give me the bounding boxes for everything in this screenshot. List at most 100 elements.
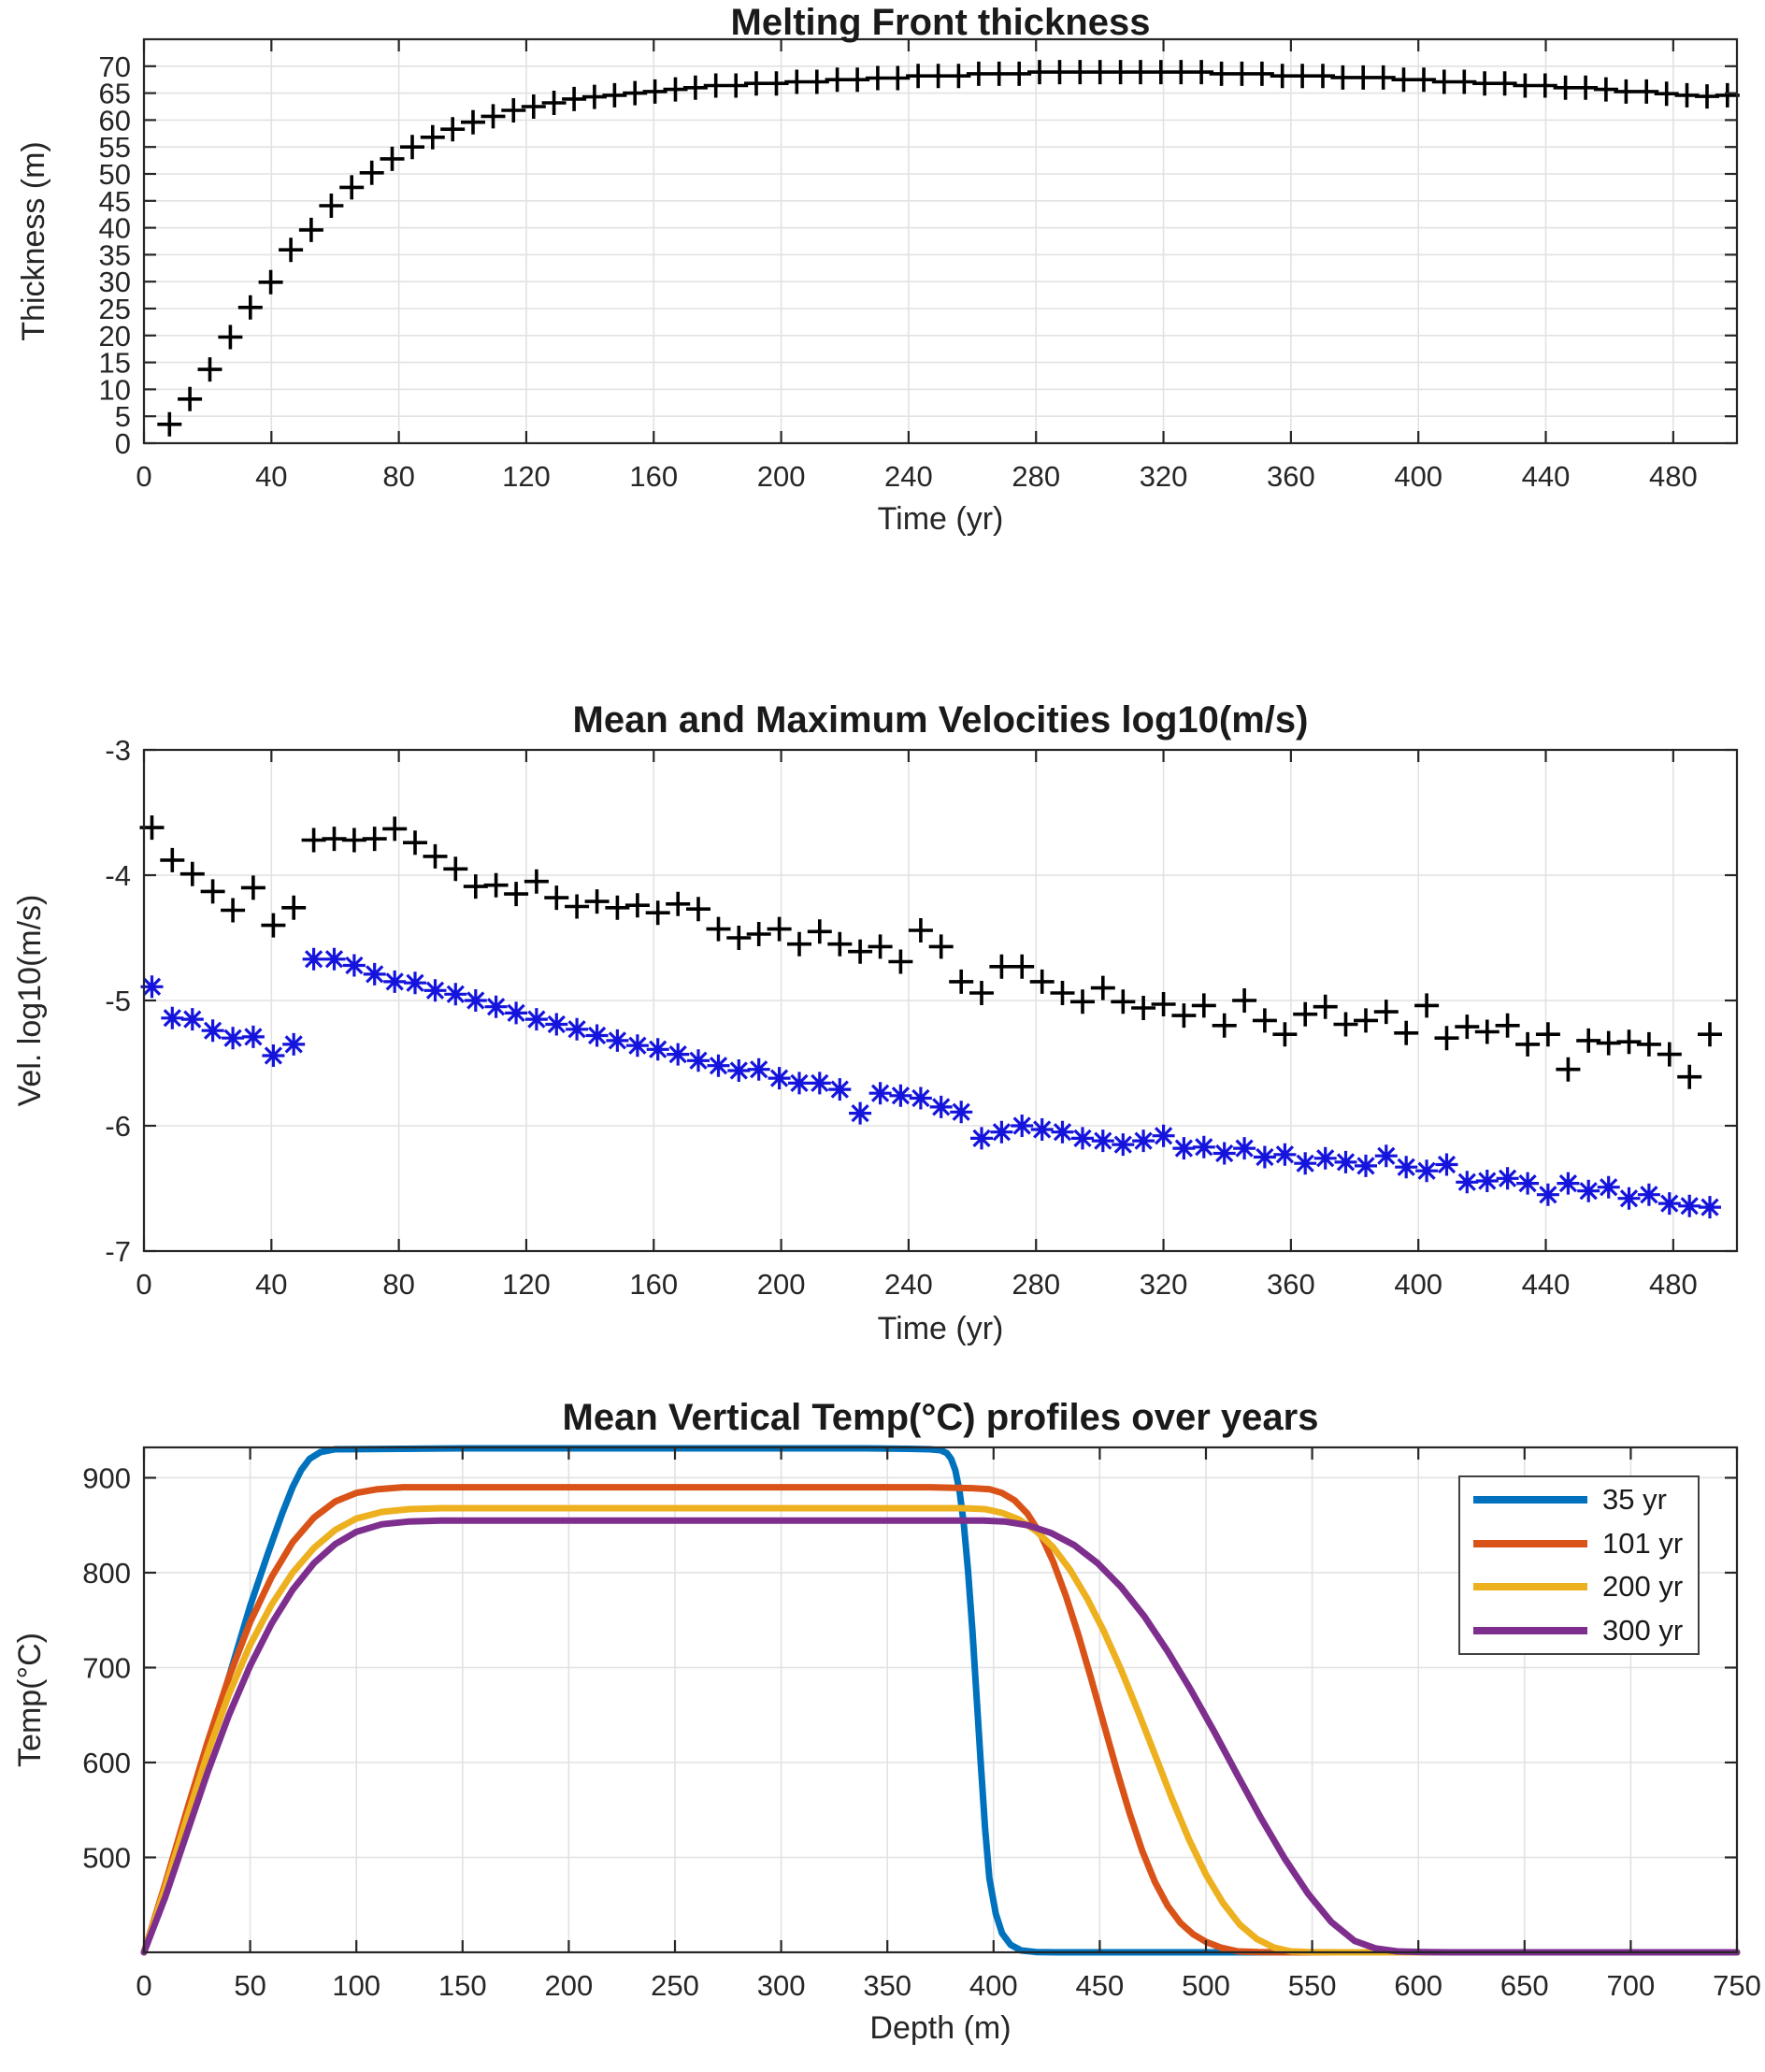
svg-text:800: 800 [82,1557,131,1590]
subplot2-xlabel: Time (yr) [877,1311,1004,1346]
svg-text:0: 0 [115,427,131,460]
svg-text:240: 240 [884,1268,933,1301]
svg-text:750: 750 [1713,1969,1761,2002]
svg-text:50: 50 [99,158,131,191]
legend-label-0: 35 yr [1602,1483,1667,1517]
legend-entry-101yr: 101 yr [1460,1522,1698,1564]
svg-text:400: 400 [969,1969,1018,2002]
svg-text:440: 440 [1522,1268,1571,1301]
svg-text:400: 400 [1394,460,1442,493]
svg-text:650: 650 [1500,1969,1549,2002]
svg-text:-3: -3 [105,734,131,767]
subplot2-title: Mean and Maximum Velocities log10(m/s) [572,699,1309,741]
svg-text:35: 35 [99,238,131,271]
svg-text:30: 30 [99,266,131,298]
svg-text:600: 600 [82,1747,131,1779]
svg-text:65: 65 [99,78,131,110]
svg-text:320: 320 [1140,1268,1188,1301]
svg-text:350: 350 [863,1969,911,2002]
legend-entry-300yr: 300 yr [1460,1609,1698,1651]
svg-text:55: 55 [99,131,131,164]
svg-text:20: 20 [99,320,131,353]
svg-text:60: 60 [99,104,131,137]
legend-entry-200yr: 200 yr [1460,1566,1698,1608]
svg-text:480: 480 [1649,1268,1698,1301]
svg-text:280: 280 [1012,460,1060,493]
subplot1-title: Melting Front thickness [730,2,1151,43]
svg-text:200: 200 [757,460,806,493]
svg-text:80: 80 [382,1268,414,1301]
legend-swatch-0 [1473,1496,1587,1504]
legend-label-1: 101 yr [1602,1526,1684,1560]
legend-swatch-1 [1473,1539,1587,1547]
svg-text:700: 700 [1607,1969,1656,2002]
axes [142,748,1739,1253]
svg-text:120: 120 [502,460,551,493]
svg-text:300: 300 [757,1969,806,2002]
grid [144,39,1737,443]
subplot1-ylabel: Thickness (m) [16,141,51,341]
svg-text:45: 45 [99,185,131,218]
svg-text:25: 25 [99,293,131,325]
subplot-2: 0 40 80 120 160 200 240 280 320 360 400 440 480 -7 -6 -… [105,734,1739,1301]
svg-text:900: 900 [82,1461,131,1494]
svg-text:-5: -5 [105,985,131,1017]
legend-swatch-3 [1473,1626,1587,1634]
scatter-+ [139,815,1722,1089]
svg-text:-7: -7 [105,1235,131,1268]
legend-label-2: 200 yr [1602,1570,1684,1604]
legend-box: 35 yr 101 yr 200 yr 300 yr [1458,1475,1700,1655]
svg-text:480: 480 [1649,460,1698,493]
svg-text:240: 240 [884,460,933,493]
subplot-1: 0 40 80 120 160 200 240 280 320 360 400 440 480 05101… [99,37,1740,493]
axes [142,1446,1739,1954]
svg-text:360: 360 [1267,1268,1315,1301]
curve-300-yr [140,1517,1741,1956]
axes [142,37,1739,445]
subplot3-ylabel: Temp(°C) [12,1633,48,1767]
svg-text:600: 600 [1394,1969,1442,2002]
svg-text:-6: -6 [105,1110,131,1143]
svg-text:0: 0 [136,460,151,493]
svg-text:0: 0 [136,1969,151,2002]
svg-text:120: 120 [502,1268,551,1301]
svg-text:500: 500 [82,1841,131,1874]
subplot3-xlabel: Depth (m) [869,2010,1012,2046]
svg-text:-4: -4 [105,859,131,892]
svg-text:400: 400 [1394,1268,1442,1301]
svg-text:160: 160 [629,460,678,493]
svg-text:150: 150 [438,1969,487,2002]
svg-text:10: 10 [99,373,131,406]
svg-text:700: 700 [82,1651,131,1684]
legend-label-3: 300 yr [1602,1613,1684,1647]
svg-text:15: 15 [99,347,131,380]
svg-text:100: 100 [332,1969,380,2002]
tick-labels: 0 40 80 120 160 200 240 280 320 360 400 440 480 -7 -6 -… [105,734,1697,1301]
svg-text:450: 450 [1076,1969,1125,2002]
svg-text:280: 280 [1012,1268,1060,1301]
svg-text:40: 40 [255,1268,287,1301]
legend-entry-35yr: 35 yr [1460,1479,1698,1521]
svg-text:500: 500 [1182,1969,1230,2002]
svg-text:70: 70 [99,50,131,83]
svg-text:320: 320 [1140,460,1188,493]
svg-text:200: 200 [545,1969,594,2002]
scatter-* [140,947,1721,1219]
subplot1-xlabel: Time (yr) [877,501,1004,537]
svg-text:200: 200 [757,1268,806,1301]
scatter-+ [157,60,1740,437]
legend-swatch-2 [1473,1583,1587,1591]
grid [144,750,1737,1251]
svg-text:40: 40 [255,460,287,493]
tick-labels: 0 50 100 150 200 250 300 350 400 450 500 550 600 650 7… [82,1461,1761,2002]
data-series [140,1445,1741,1956]
data-series [139,815,1722,1219]
svg-text:40: 40 [99,212,131,245]
svg-text:0: 0 [136,1268,151,1301]
svg-text:440: 440 [1522,460,1571,493]
svg-text:50: 50 [234,1969,265,2002]
curve-35-yr [140,1445,1741,1956]
data-series [157,60,1740,437]
